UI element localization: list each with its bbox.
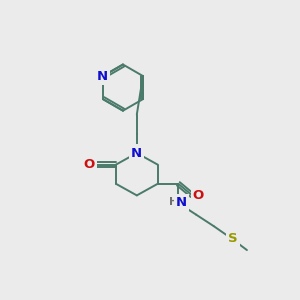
Text: N: N: [131, 146, 142, 160]
Text: H: H: [169, 197, 178, 207]
Text: O: O: [83, 158, 95, 171]
Text: N: N: [97, 70, 108, 83]
Text: S: S: [228, 232, 238, 245]
Text: N: N: [176, 196, 187, 209]
Text: O: O: [193, 189, 204, 202]
